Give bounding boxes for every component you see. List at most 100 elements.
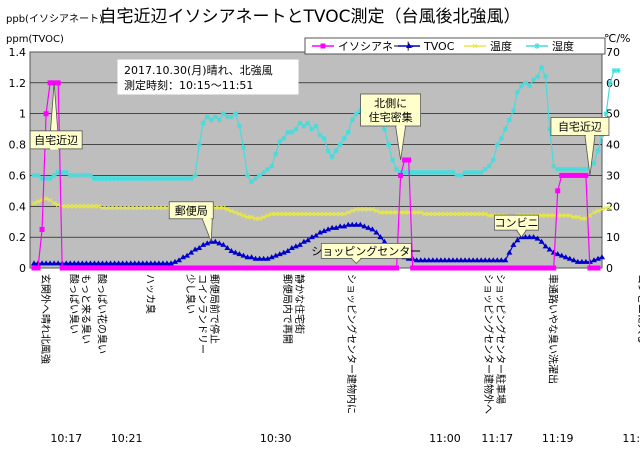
x-event-label: 酸っぱい臭い bbox=[67, 274, 80, 334]
right-tick-label: 40 bbox=[606, 139, 620, 152]
data-point bbox=[216, 265, 222, 271]
data-point bbox=[325, 226, 332, 232]
data-point bbox=[530, 234, 537, 240]
data-point bbox=[212, 205, 218, 211]
data-point bbox=[366, 207, 371, 212]
data-point bbox=[71, 260, 78, 266]
data-point bbox=[184, 176, 190, 182]
data-point bbox=[333, 224, 340, 230]
data-point bbox=[494, 257, 501, 263]
data-point bbox=[361, 207, 367, 212]
data-point bbox=[406, 210, 412, 215]
data-point bbox=[67, 265, 73, 271]
data-point bbox=[587, 265, 593, 271]
x-event-label: 郵便局前で停止 bbox=[208, 274, 221, 344]
time-label: 10:17 bbox=[50, 432, 82, 445]
data-point bbox=[75, 203, 81, 209]
data-point bbox=[200, 120, 206, 126]
data-point bbox=[607, 205, 613, 211]
data-point bbox=[458, 257, 465, 263]
data-point bbox=[151, 260, 158, 266]
data-point bbox=[539, 213, 544, 218]
data-point bbox=[543, 265, 549, 271]
data-point bbox=[579, 216, 585, 221]
data-point bbox=[474, 211, 480, 217]
data-point bbox=[55, 169, 61, 175]
data-point bbox=[518, 265, 524, 271]
data-point bbox=[152, 265, 158, 271]
time-label: 11:30 bbox=[622, 432, 640, 445]
data-point bbox=[71, 203, 77, 209]
data-point bbox=[136, 205, 142, 211]
data-point bbox=[88, 203, 93, 209]
data-point bbox=[159, 260, 166, 266]
data-point bbox=[301, 265, 307, 271]
x-axis-labels: 玄関外へ晴れ北風強 酸っぱい臭い もっと来る臭い 酸っぱい花の臭い ハッカ臭 少し臭い コイ… bbox=[39, 274, 640, 445]
data-point bbox=[188, 249, 195, 255]
data-point bbox=[441, 257, 448, 263]
data-point bbox=[615, 68, 621, 74]
data-point bbox=[539, 265, 545, 271]
data-point bbox=[381, 265, 387, 271]
data-point bbox=[590, 257, 597, 263]
data-point bbox=[522, 265, 528, 271]
data-point bbox=[579, 166, 585, 172]
data-point bbox=[240, 252, 247, 258]
data-point bbox=[575, 166, 581, 172]
data-point bbox=[216, 117, 222, 123]
data-point bbox=[429, 257, 436, 263]
data-point bbox=[394, 210, 399, 215]
data-point bbox=[426, 169, 432, 175]
data-point bbox=[35, 199, 41, 205]
data-point bbox=[119, 260, 126, 266]
data-point bbox=[381, 238, 388, 244]
data-point bbox=[297, 120, 303, 126]
legend-label: 温度 bbox=[490, 39, 512, 53]
data-point bbox=[116, 205, 121, 211]
data-point bbox=[434, 169, 440, 175]
data-point bbox=[204, 114, 210, 120]
data-point bbox=[228, 114, 234, 120]
data-point bbox=[241, 213, 246, 218]
data-point bbox=[216, 205, 222, 211]
data-point bbox=[498, 257, 505, 263]
data-point bbox=[522, 80, 528, 86]
x-event-label: もっと来る臭い bbox=[79, 274, 92, 344]
data-point bbox=[341, 223, 348, 229]
data-point bbox=[220, 265, 226, 271]
data-point bbox=[297, 211, 303, 217]
data-point bbox=[144, 205, 150, 211]
data-point bbox=[156, 176, 162, 182]
data-point bbox=[116, 176, 122, 182]
data-point bbox=[164, 265, 170, 271]
data-point bbox=[143, 260, 150, 266]
data-point bbox=[377, 265, 383, 271]
info-line-date: 2017.10.30(月)晴れ、北強風 bbox=[124, 64, 273, 77]
data-point bbox=[527, 265, 533, 271]
data-point bbox=[296, 241, 303, 247]
data-point bbox=[220, 241, 227, 247]
data-point bbox=[551, 213, 557, 218]
info-box: 2017.10.30(月)晴れ、北強風 測定時刻：10:15〜11:51 bbox=[117, 59, 299, 95]
data-point bbox=[245, 172, 251, 178]
data-point bbox=[180, 254, 187, 260]
data-point bbox=[349, 208, 355, 214]
data-point bbox=[233, 210, 238, 215]
data-point bbox=[148, 265, 154, 271]
annotation-text: 自宅近辺 bbox=[558, 119, 602, 133]
data-point bbox=[374, 208, 379, 214]
data-point bbox=[140, 205, 146, 211]
legend-label: TVOC bbox=[423, 40, 455, 53]
data-point bbox=[228, 248, 235, 254]
data-point bbox=[398, 172, 404, 178]
data-point bbox=[63, 169, 69, 175]
data-point bbox=[47, 176, 53, 182]
x-event-label: 郵便局内で再開 bbox=[281, 274, 294, 344]
data-point bbox=[220, 111, 226, 117]
data-point bbox=[277, 211, 283, 217]
right-tick-label: 30 bbox=[606, 169, 620, 182]
data-point bbox=[442, 211, 448, 217]
data-point bbox=[103, 260, 110, 266]
